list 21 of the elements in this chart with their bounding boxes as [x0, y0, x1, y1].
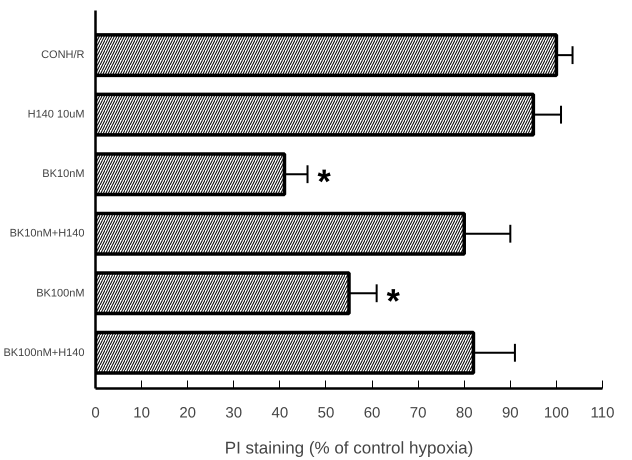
- x-tick-label: 20: [179, 404, 196, 422]
- y-tick-label: BK100nM+H140: [3, 346, 85, 359]
- x-tick-label: 50: [318, 404, 334, 422]
- x-tick-label: 0: [91, 404, 100, 422]
- x-tick-label: 80: [456, 404, 473, 422]
- y-tick-label: BK10nM+H140: [10, 228, 85, 240]
- x-tick-label: 40: [272, 404, 288, 422]
- y-tick-label: H140 10uM: [28, 108, 85, 121]
- x-tick-label: 30: [225, 404, 242, 422]
- x-tick-label: 110: [590, 404, 614, 422]
- x-tick-label: 70: [410, 404, 426, 422]
- y-tick-label: BK10nM: [42, 168, 85, 180]
- x-tick-label: 10: [133, 404, 150, 422]
- x-tick-label: 100: [544, 404, 569, 422]
- x-tick-label: 60: [364, 404, 380, 422]
- y-tick-label: BK100nM: [36, 287, 85, 300]
- annotation: *: [318, 163, 332, 202]
- x-tick-label: 90: [502, 404, 519, 422]
- x-axis-title: PI staining (% of control hypoxia): [224, 438, 474, 458]
- y-tick-label: CONH/R: [41, 49, 85, 62]
- annotation: *: [386, 282, 401, 320]
